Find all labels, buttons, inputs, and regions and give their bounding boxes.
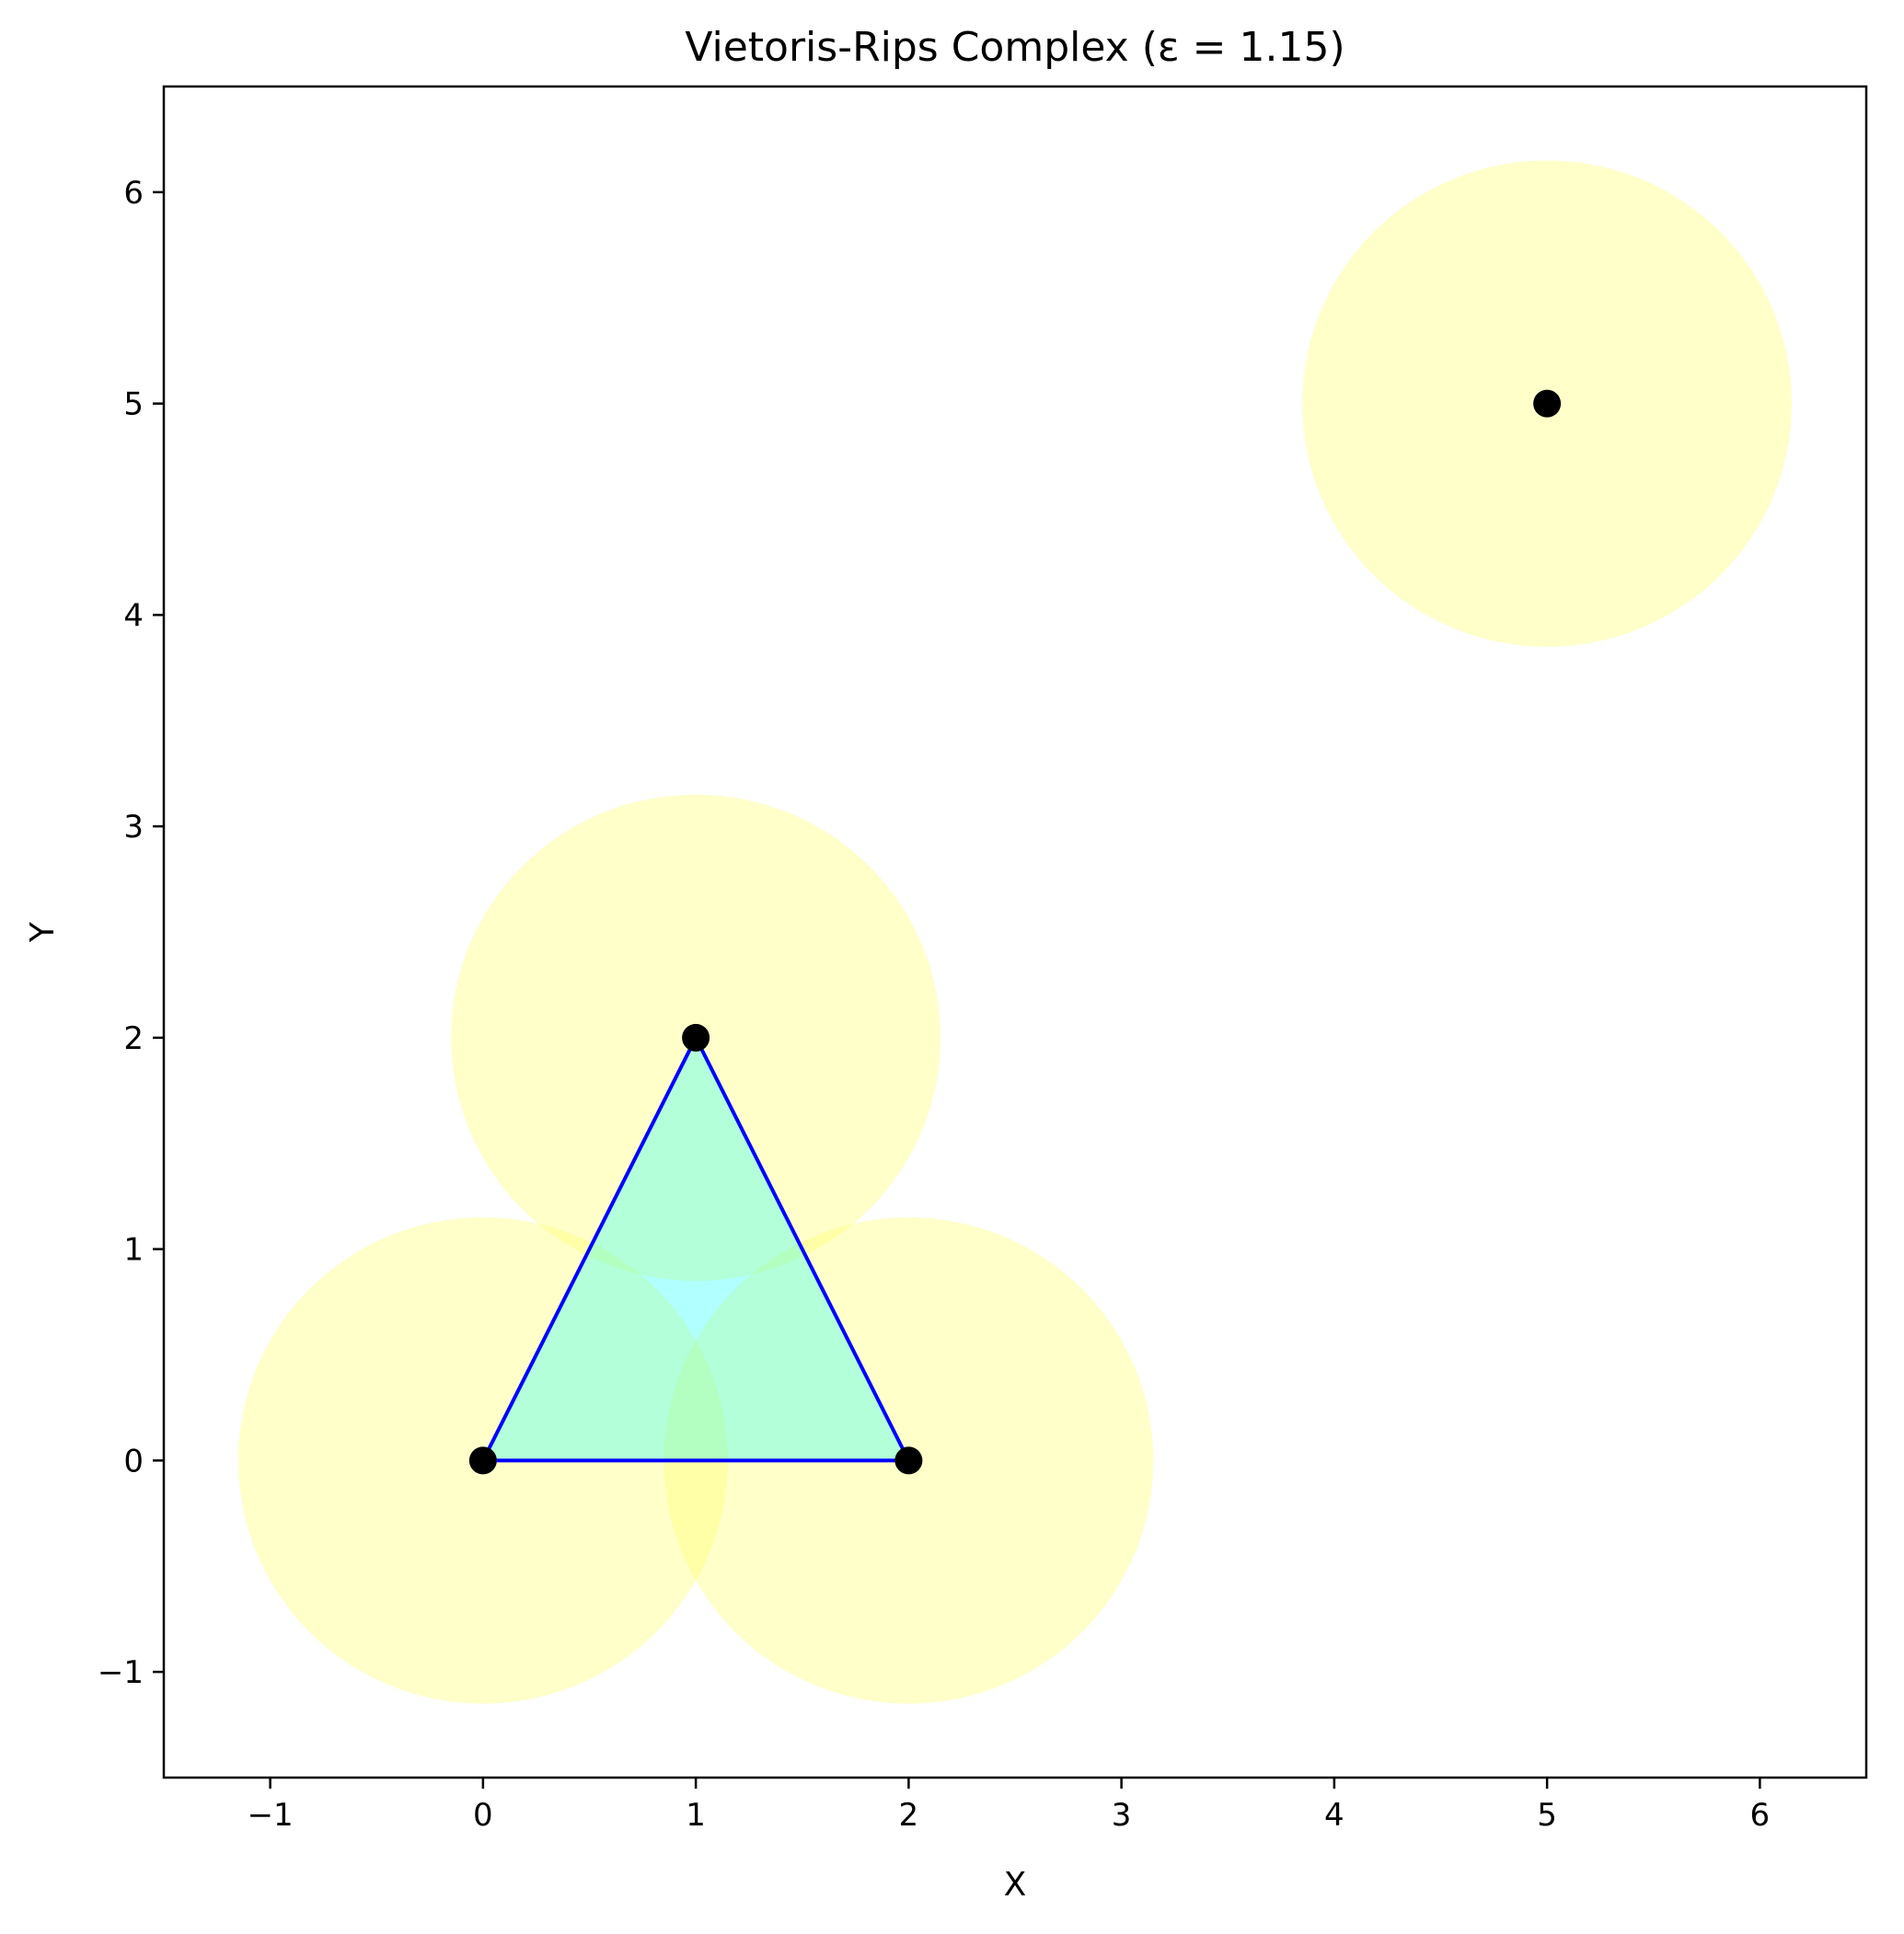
- x-tick-label: 3: [1112, 1797, 1132, 1834]
- points-layer: [468, 389, 1562, 1475]
- plot-frame: [162, 85, 1868, 1779]
- data-point-3: [1533, 389, 1562, 418]
- y-tick-label: 3: [123, 809, 144, 846]
- chart-title: Vietoris-Rips Complex (ε = 1.15): [685, 24, 1344, 71]
- y-axis: −1 0 1 2 3 4 5 6: [98, 175, 164, 1691]
- y-tick-label: −1: [98, 1654, 144, 1691]
- y-axis-label: Y: [24, 921, 62, 943]
- triangles-layer: [482, 1037, 909, 1461]
- x-tick-label: 0: [473, 1797, 493, 1834]
- y-tick-label: 4: [123, 597, 144, 634]
- x-tick-label: 4: [1324, 1797, 1344, 1834]
- triangle-simplex-0: [482, 1037, 909, 1461]
- x-axis: −1 0 1 2 3 4 5 6: [248, 1778, 1771, 1834]
- data-point-1: [894, 1446, 923, 1475]
- x-tick-label: −1: [248, 1797, 294, 1834]
- x-tick-label: 2: [899, 1797, 919, 1834]
- x-axis-label: X: [1004, 1866, 1027, 1904]
- y-tick-label: 0: [123, 1443, 144, 1479]
- edge-2: [481, 1036, 698, 1462]
- x-tick-label: 5: [1537, 1797, 1557, 1834]
- y-tick-label: 1: [123, 1232, 144, 1269]
- edges-layer: [481, 1036, 911, 1463]
- x-tick-label: 1: [686, 1797, 706, 1834]
- edge-1: [694, 1036, 911, 1462]
- balls-layer: [237, 160, 1793, 1704]
- data-point-0: [468, 1446, 497, 1475]
- y-tick-label: 6: [123, 175, 144, 212]
- x-tick-label: 6: [1750, 1797, 1771, 1834]
- data-point-2: [682, 1023, 710, 1052]
- y-tick-label: 5: [123, 386, 144, 423]
- y-tick-label: 2: [123, 1020, 144, 1057]
